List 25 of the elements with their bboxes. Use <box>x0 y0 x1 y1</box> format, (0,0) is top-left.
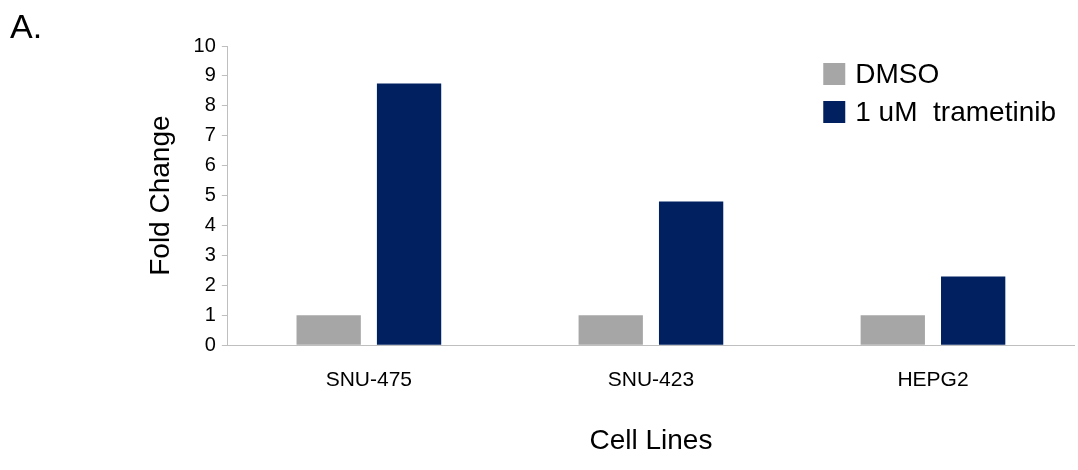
bar <box>296 315 361 345</box>
y-tick-label: 5 <box>204 183 216 206</box>
bar <box>376 83 442 345</box>
legend-label: DMSO <box>855 57 940 89</box>
y-tick-label: 10 <box>193 33 216 56</box>
y-tick-label: 3 <box>204 242 216 265</box>
x-tick-label: SNU-475 <box>325 366 413 390</box>
y-tick-label: 2 <box>204 272 216 295</box>
y-axis-title: Fold Change <box>143 115 175 276</box>
bar <box>860 315 925 345</box>
y-tick-label: 8 <box>204 93 216 116</box>
y-tick-label: 9 <box>204 63 216 86</box>
y-tick-label: 4 <box>204 213 216 236</box>
x-axis-title: Cell Lines <box>589 423 713 455</box>
bar <box>941 276 1006 345</box>
legend-label: 1 uM trametinib <box>855 95 1057 127</box>
y-tick-label: 1 <box>204 302 216 325</box>
x-tick-label: SNU-423 <box>607 366 695 390</box>
x-tick-label: HEPG2 <box>897 366 969 390</box>
text: A. <box>10 7 43 46</box>
bar <box>578 315 643 345</box>
y-tick-label: 6 <box>204 153 216 176</box>
y-tick-label: 0 <box>204 332 216 355</box>
y-tick-label: 7 <box>204 123 216 146</box>
bar <box>658 201 724 345</box>
